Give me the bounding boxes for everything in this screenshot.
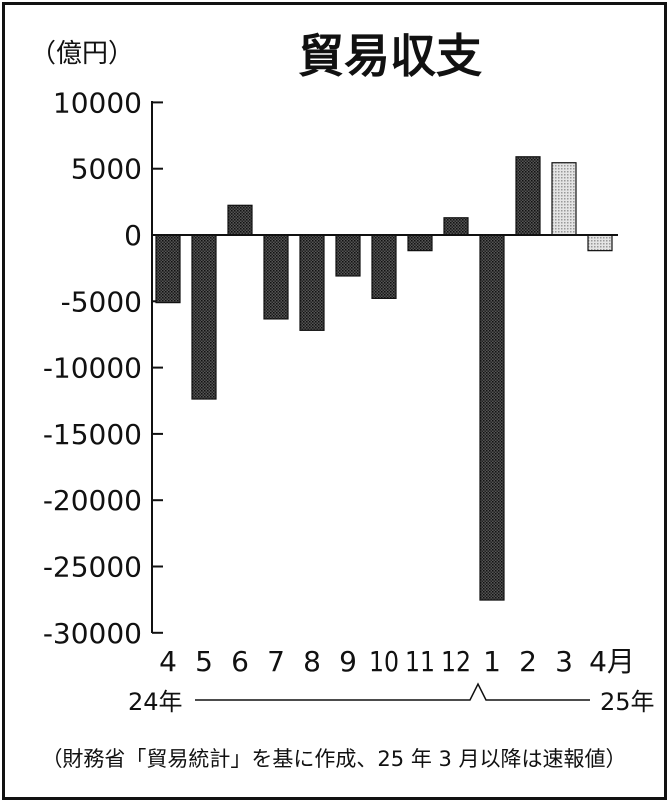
x-tick-label: 10: [369, 645, 399, 678]
bar-9: [479, 234, 505, 601]
y-tick-label: -15000: [43, 418, 142, 451]
chart-title: 貿易収支: [298, 29, 482, 83]
x-tick-label: 2: [519, 645, 537, 678]
x-tick-label: 3: [555, 645, 573, 678]
bar-3: [263, 234, 289, 320]
x-tick-label: 12: [441, 645, 471, 678]
x-tick-label: 5: [195, 645, 213, 678]
x-tick-label: 11: [405, 645, 435, 678]
bar-12: [587, 234, 613, 252]
x-tick-label: 1: [483, 645, 501, 678]
bar-5: [335, 234, 361, 277]
x-tick-label: 6: [231, 645, 249, 678]
bar-1: [191, 234, 217, 400]
bar-11: [551, 162, 577, 236]
y-tick-label: -20000: [43, 484, 142, 517]
x-tick-label: 4月: [589, 645, 635, 678]
year-divider-line: [195, 682, 590, 701]
bar-10: [515, 156, 541, 236]
bar-2: [227, 204, 253, 236]
y-tick-label: -10000: [43, 352, 142, 385]
bar-8: [443, 217, 469, 236]
source-note: （財務省「貿易統計」を基に作成、25 年 3 月以降は速報値）: [41, 747, 626, 771]
x-tick-label: 7: [267, 645, 285, 678]
y-tick-label: -30000: [43, 617, 142, 650]
bar-0: [155, 234, 181, 304]
x-tick-label: 9: [339, 645, 357, 678]
x-tick-label: 4: [159, 645, 177, 678]
y-axis-unit: （億円）: [30, 39, 134, 69]
bar-7: [407, 234, 433, 252]
y-tick-label: 5000: [71, 153, 142, 186]
bar-6: [371, 234, 397, 299]
year-start-label: 24年: [128, 688, 183, 716]
y-tick-label: 0: [124, 219, 142, 252]
y-tick-label: -5000: [61, 285, 142, 318]
y-tick-label: 10000: [53, 86, 142, 119]
x-tick-label: 8: [303, 645, 321, 678]
year-end-label: 25年: [600, 688, 655, 716]
bar-4: [299, 234, 325, 331]
y-tick-label: -25000: [43, 551, 142, 584]
